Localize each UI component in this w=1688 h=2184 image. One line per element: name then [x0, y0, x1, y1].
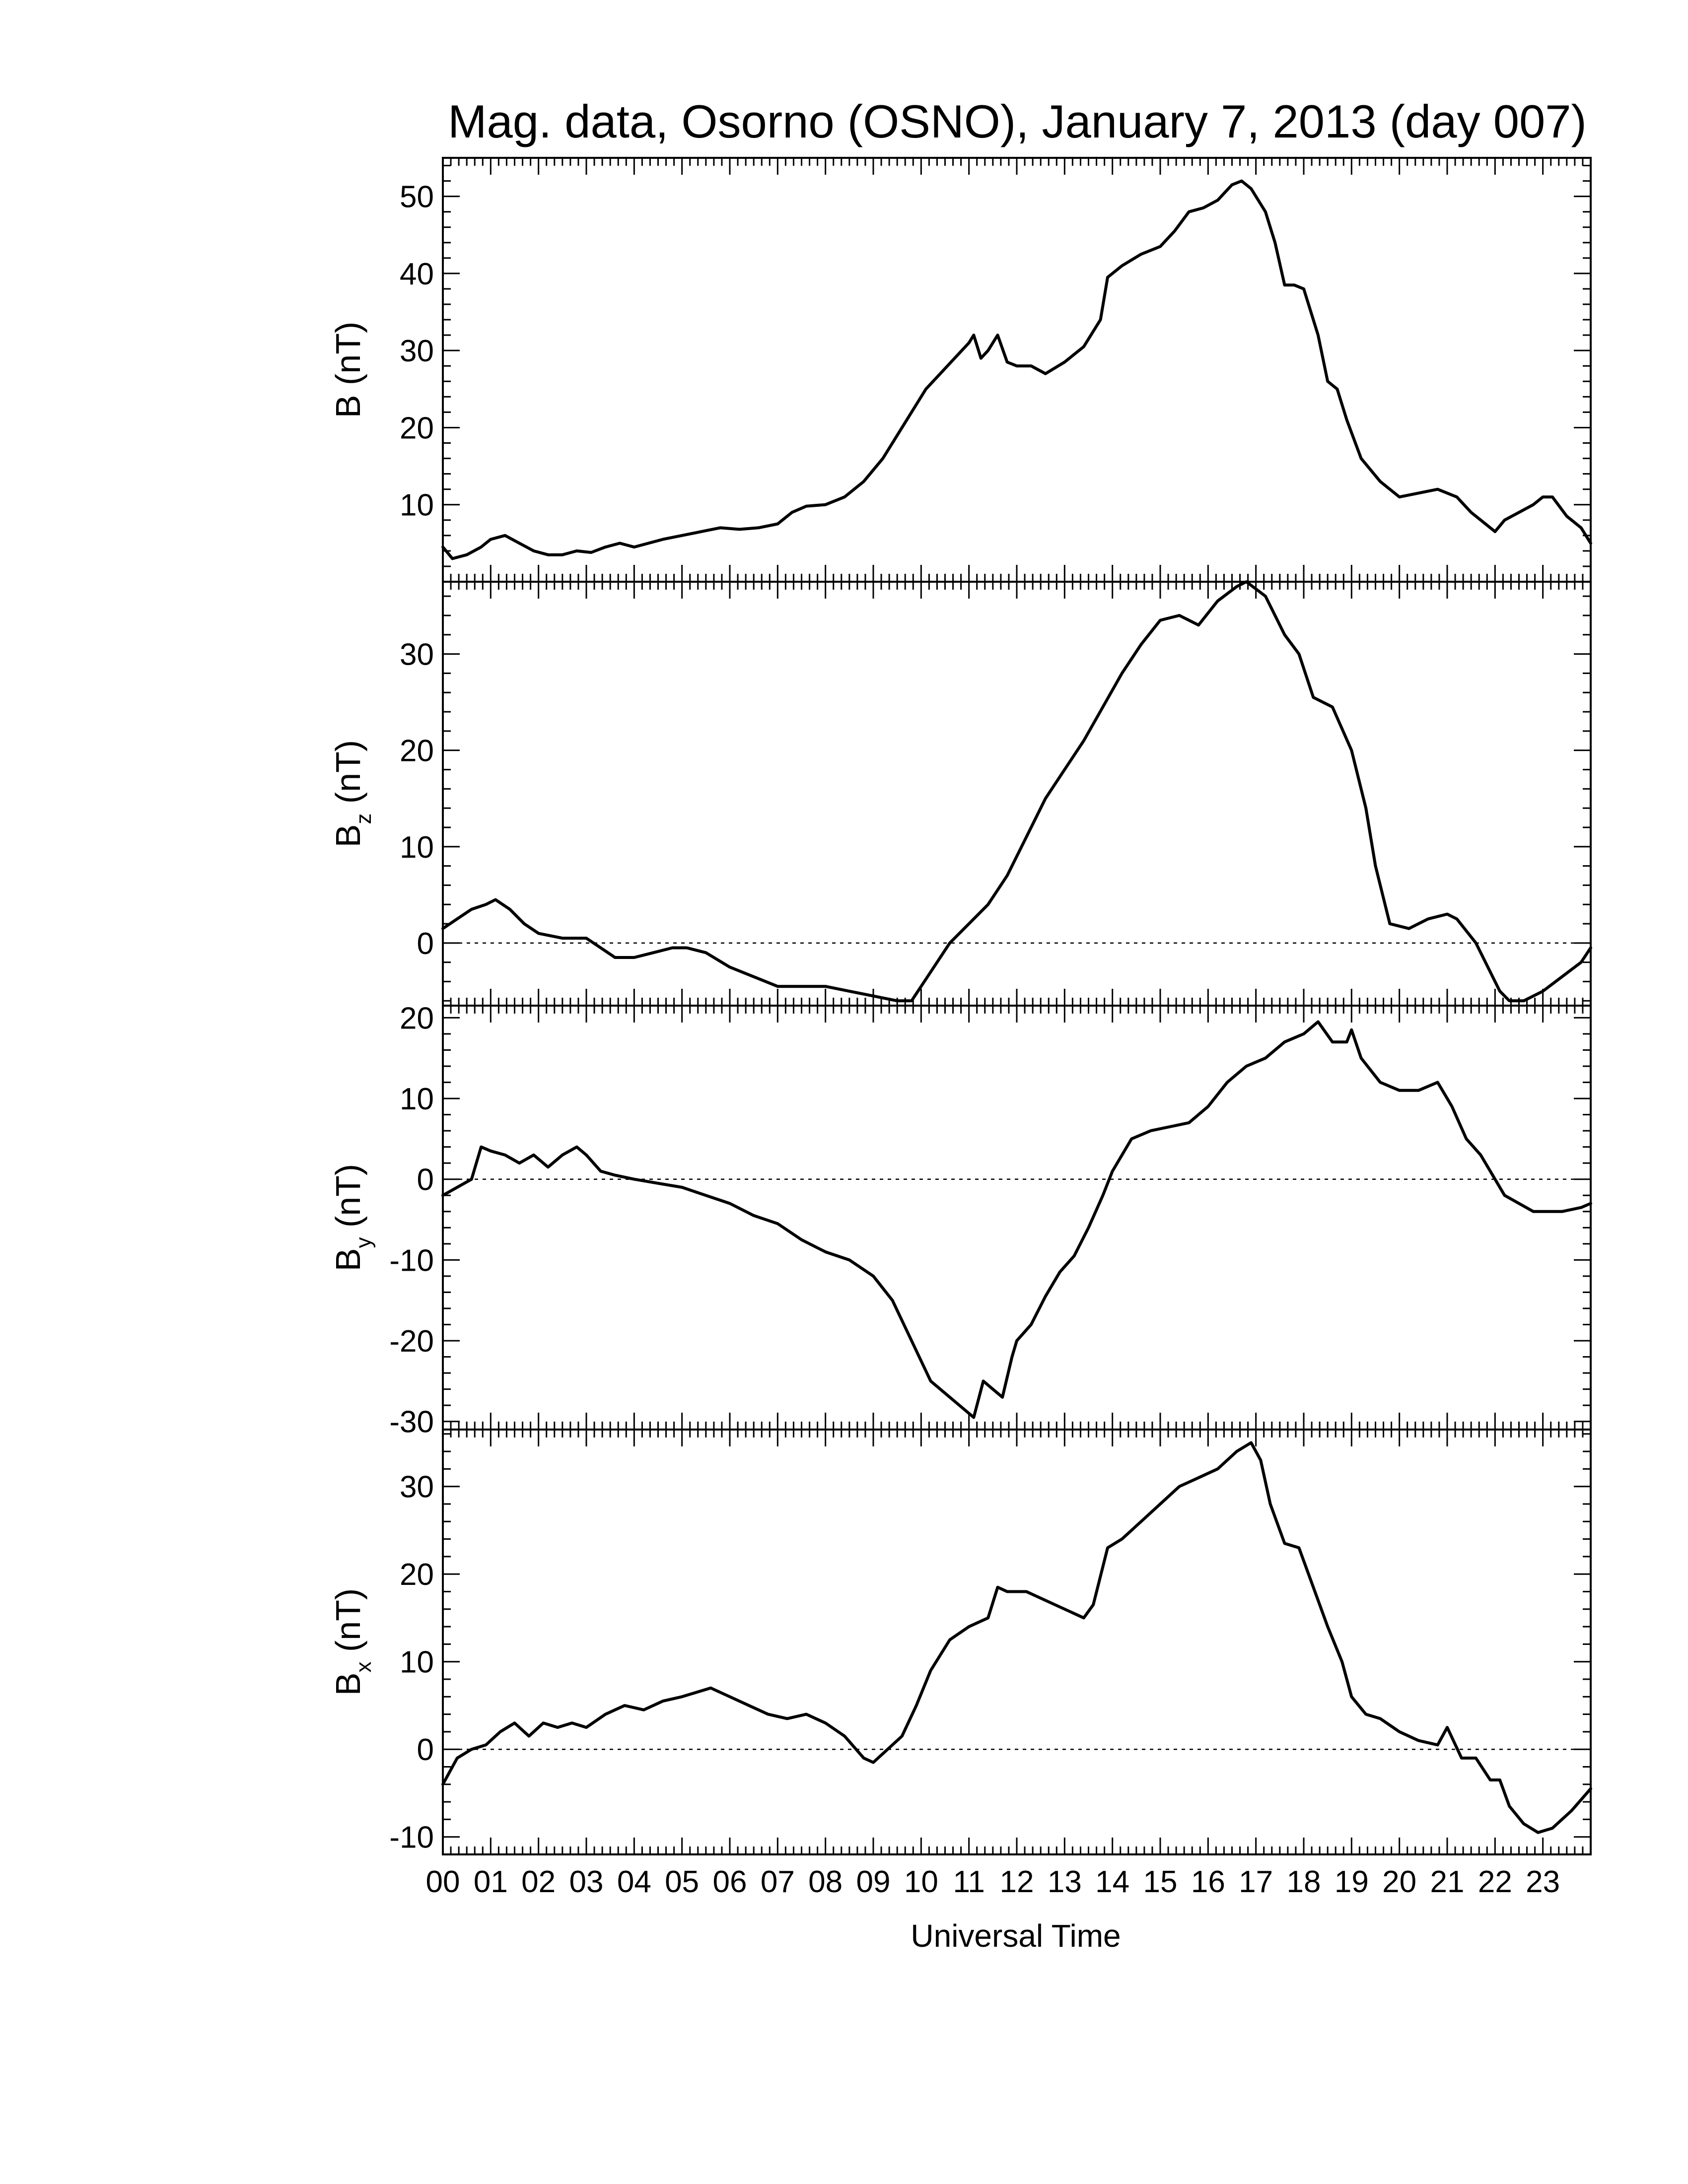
panel-b-ytick-label: 40: [400, 257, 434, 291]
panel-b-ytick-label: 20: [400, 411, 434, 445]
panel-bz-ytick-label: 10: [400, 830, 434, 865]
panel-bz-series-line: [441, 580, 1592, 1003]
panel-bz-ylabel-unit: (nT): [329, 740, 367, 814]
x-tick-label: 20: [1382, 1865, 1416, 1899]
panel-by-ytick-label: 20: [400, 1001, 434, 1035]
panel-b-ylabel: B (nT): [329, 322, 367, 418]
panel-b-ytick-label: 50: [400, 180, 434, 214]
chart-title: Mag. data, Osorno (OSNO), January 7, 201…: [448, 95, 1587, 147]
panels: 10 20 30 40 50 B (nT) 0 10 20 30 Bz (nT) -30 -20 -10 0…: [329, 157, 1592, 1855]
panel-b-ylabel-unit: (nT): [329, 322, 367, 395]
x-tick-label: 14: [1095, 1865, 1129, 1899]
panel-b-ytick-label: 10: [400, 488, 434, 523]
panel-bx-ytick-label: -10: [389, 1821, 434, 1855]
panel-by-ylabel-subscript: y: [352, 1237, 376, 1248]
panel-by-ylabel-unit: (nT): [329, 1164, 367, 1237]
panel-by-ylabel: By (nT): [329, 1164, 376, 1271]
panel-by-ytick-label: 0: [417, 1163, 434, 1197]
panel-b-ylabel-symbol: B: [329, 395, 367, 418]
x-tick-label: 06: [713, 1865, 747, 1899]
x-tick-label: 22: [1478, 1865, 1512, 1899]
panel-by-series-line: [441, 1020, 1592, 1419]
x-tick-label: 12: [1000, 1865, 1034, 1899]
panel-bx: -10 0 10 20 30 Bx (nT): [329, 1429, 1592, 1855]
x-tick-label: 23: [1526, 1865, 1560, 1899]
panel-by-ylabel-symbol: B: [329, 1248, 367, 1272]
x-axis-title: Universal Time: [911, 1918, 1121, 1954]
x-tick-label: 21: [1430, 1865, 1465, 1899]
panel-b: 10 20 30 40 50 B (nT): [329, 157, 1592, 583]
x-tick-label: 18: [1287, 1865, 1321, 1899]
panel-bz-ytick-label: 30: [400, 638, 434, 672]
panel-bx-ytick-label: 0: [417, 1733, 434, 1767]
panel-bz-ylabel: Bz (nT): [329, 740, 376, 847]
x-tick-label: 11: [953, 1865, 985, 1899]
x-tick-label: 03: [569, 1865, 604, 1899]
panel-bz: 0 10 20 30 Bz (nT): [329, 580, 1592, 1007]
x-tick-label: 05: [665, 1865, 699, 1899]
panel-by-ytick-label: -30: [389, 1405, 434, 1439]
panel-bx-ylabel-subscript: x: [352, 1662, 376, 1673]
x-tick-label: 17: [1239, 1865, 1273, 1899]
panel-bx-ylabel-unit: (nT): [329, 1588, 367, 1662]
panel-bx-ylabel: Bx (nT): [329, 1588, 376, 1696]
x-tick-label: 19: [1335, 1865, 1369, 1899]
x-tick-label: 13: [1048, 1865, 1082, 1899]
panel-bx-ylabel-symbol: B: [329, 1673, 367, 1696]
panel-by: -30 -20 -10 0 10 20 By (nT): [329, 1001, 1592, 1439]
panel-by-ytick-label: -20: [389, 1324, 434, 1359]
x-tick-label: 08: [808, 1865, 843, 1899]
x-tick-label: 01: [474, 1865, 508, 1899]
x-tick-label: 16: [1191, 1865, 1225, 1899]
panel-bz-ylabel-symbol: B: [329, 824, 367, 848]
panel-by-ytick-label: 10: [400, 1082, 434, 1116]
x-tick-label: 09: [856, 1865, 891, 1899]
x-tick-label: 07: [761, 1865, 795, 1899]
panel-bx-series-line: [441, 1441, 1592, 1834]
panel-bz-ytick-label: 0: [417, 927, 434, 961]
panel-by-ytick-label: -10: [389, 1243, 434, 1278]
x-tick-label: 15: [1143, 1865, 1178, 1899]
x-tick-label: 10: [904, 1865, 938, 1899]
x-tick-label: 04: [617, 1865, 651, 1899]
panel-b-ytick-label: 30: [400, 334, 434, 368]
x-axis: 00 01 02 03 04 05 06 07 08 09 10 11 12 13 14 15 16 17 18 19…: [426, 1865, 1560, 1899]
panel-b-series-line: [441, 179, 1592, 560]
panel-bx-ytick-label: 30: [400, 1470, 434, 1504]
panel-bx-ytick-label: 10: [400, 1645, 434, 1680]
x-tick-label: 00: [426, 1865, 460, 1899]
panel-bz-ylabel-subscript: z: [352, 814, 376, 824]
panel-bz-ytick-label: 20: [400, 734, 434, 768]
x-tick-label: 02: [521, 1865, 556, 1899]
panel-bx-ytick-label: 20: [400, 1558, 434, 1592]
